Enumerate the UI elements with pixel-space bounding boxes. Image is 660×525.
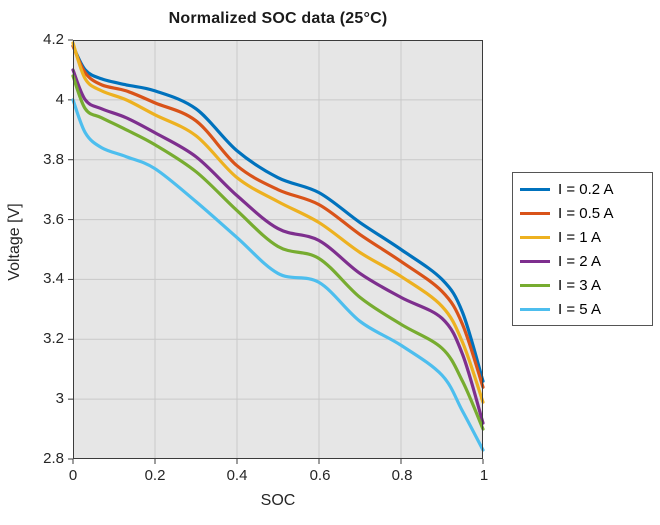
legend-item: I = 5 A <box>520 297 652 321</box>
series-line <box>71 98 485 452</box>
y-tick-label: 3.4 <box>43 270 64 287</box>
y-tick-label: 2.8 <box>43 450 64 467</box>
x-axis-label: SOC <box>260 492 296 509</box>
x-tick-label: 0.2 <box>144 467 166 484</box>
series-line <box>71 68 485 425</box>
x-tick-label: 0 <box>68 467 78 484</box>
y-axis-label: Voltage [V] <box>6 203 23 281</box>
legend-item-label: I = 5 A <box>558 300 601 318</box>
legend-item: I = 3 A <box>520 273 652 297</box>
legend-box: I = 0.2 A I = 0.5 A I = 1 A I = 2 A I = … <box>512 172 653 326</box>
y-tick-label: 3 <box>55 390 64 407</box>
series-line <box>71 44 485 389</box>
legend-item-label: I = 1 A <box>558 228 601 246</box>
legend-item-label: I = 3 A <box>558 276 601 294</box>
x-tick-label: 1 <box>479 467 489 484</box>
legend-line-swatch <box>520 307 550 311</box>
x-tick-label: 0.6 <box>309 467 331 484</box>
x-tick-label: 0.8 <box>391 467 413 484</box>
plot-area <box>68 39 485 464</box>
legend-item-label: I = 0.2 A <box>558 180 614 198</box>
y-tick-label: 3.2 <box>43 330 64 347</box>
legend-line-swatch <box>520 187 550 191</box>
plot-svg <box>68 39 485 464</box>
legend-item: I = 2 A <box>520 249 652 273</box>
legend-line-swatch <box>520 211 550 215</box>
series-line <box>71 41 485 404</box>
legend-line-swatch <box>520 283 550 287</box>
legend-item-label: I = 2 A <box>558 252 601 270</box>
legend-line-swatch <box>520 235 550 239</box>
axes-box <box>73 40 483 459</box>
legend-item: I = 0.2 A <box>520 177 652 201</box>
legend-item: I = 1 A <box>520 225 652 249</box>
y-tick-label: 4 <box>55 91 64 108</box>
legend-item: I = 0.5 A <box>520 201 652 225</box>
x-tick-label: 0.4 <box>226 467 248 484</box>
y-tick-label: 3.6 <box>43 211 64 228</box>
y-tick-label: 3.8 <box>43 151 64 168</box>
chart-title: Normalized SOC data (25°C) <box>168 10 388 27</box>
legend-item-label: I = 0.5 A <box>558 204 614 222</box>
series-line <box>71 74 485 431</box>
y-tick-label: 4.2 <box>43 31 64 48</box>
series-line <box>71 44 485 383</box>
legend-line-swatch <box>520 259 550 263</box>
